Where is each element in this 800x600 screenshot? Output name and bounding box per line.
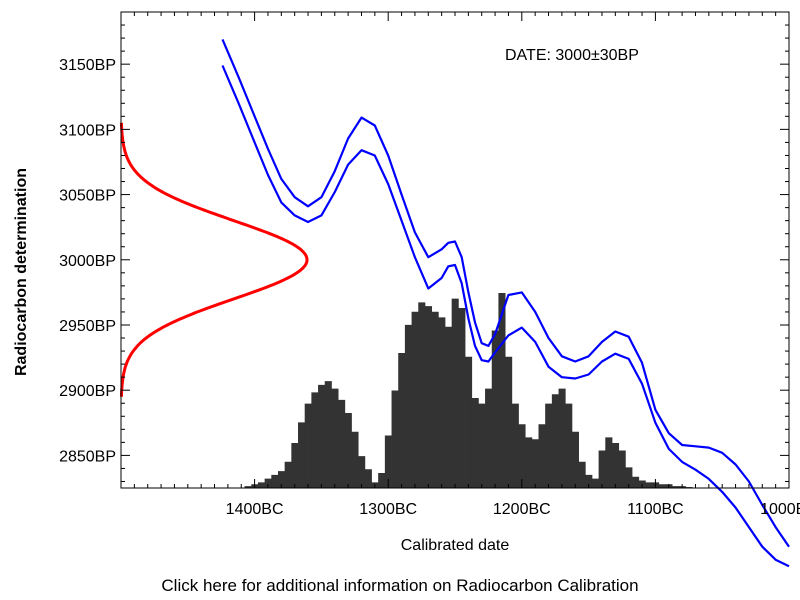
histogram-bar bbox=[605, 437, 613, 488]
calibration-curve-lower-line bbox=[221, 65, 790, 568]
x-tick-label: 1400BC bbox=[226, 501, 284, 518]
histogram-bar bbox=[538, 424, 546, 488]
y-tick-label: 3100BP bbox=[59, 122, 116, 139]
histogram-bar bbox=[598, 450, 606, 488]
histogram-bar bbox=[318, 384, 326, 488]
histogram-bar bbox=[244, 486, 252, 488]
histogram-bar bbox=[531, 439, 539, 488]
calibration-curve-upper-line bbox=[221, 38, 790, 548]
histogram-bar bbox=[498, 293, 506, 488]
histogram-bar bbox=[465, 356, 473, 488]
x-tick-label: 1300BC bbox=[359, 501, 417, 518]
histogram-bar bbox=[558, 388, 566, 488]
histogram-bar bbox=[331, 388, 339, 488]
histogram-bar bbox=[611, 443, 620, 488]
histogram-bar bbox=[444, 326, 453, 488]
histogram-bar bbox=[424, 306, 433, 488]
histogram-bar bbox=[545, 403, 553, 488]
histogram-bar bbox=[618, 450, 626, 488]
histogram-bar bbox=[511, 403, 519, 488]
histogram-bar bbox=[591, 478, 600, 488]
histogram-bar bbox=[658, 484, 666, 488]
histogram-bar bbox=[571, 431, 579, 488]
y-tick-label: 3000BP bbox=[59, 253, 116, 270]
histogram-bar bbox=[505, 356, 513, 488]
histogram-bar bbox=[431, 311, 439, 488]
histogram-bar bbox=[404, 324, 412, 488]
histogram-bar bbox=[344, 413, 352, 488]
histogram-bar bbox=[358, 456, 366, 488]
histogram-bar bbox=[485, 388, 493, 488]
histogram-bar bbox=[298, 422, 306, 488]
histogram-bar bbox=[565, 403, 573, 488]
histogram-bar bbox=[625, 467, 633, 488]
date-annotation: DATE: 3000±30BP bbox=[505, 47, 639, 64]
y-tick-label: 2900BP bbox=[59, 383, 116, 400]
calibration-curve bbox=[221, 38, 790, 568]
x-tick-label: 1100BC bbox=[627, 501, 684, 518]
x-tick-label: 1000BC bbox=[760, 501, 800, 518]
histogram-bar bbox=[338, 399, 346, 488]
histogram-bar bbox=[525, 437, 533, 488]
histogram-bar bbox=[458, 308, 466, 488]
calibrated-date-histogram bbox=[244, 293, 693, 488]
y-tick-label: 2950BP bbox=[59, 318, 116, 335]
histogram-bar bbox=[271, 474, 279, 488]
histogram-bar bbox=[471, 398, 479, 488]
histogram-bar bbox=[257, 482, 266, 488]
histogram-bar bbox=[311, 392, 319, 488]
radiocarbon-distribution bbox=[119, 122, 309, 397]
y-axis: 3150BP 3100BP 3050BP 3000BP 2950BP 2900BP 2850… bbox=[59, 11, 789, 482]
histogram-bar bbox=[284, 461, 292, 488]
histogram-bar bbox=[264, 478, 272, 488]
histogram-bar bbox=[384, 435, 392, 488]
histogram-bar bbox=[364, 469, 372, 488]
histogram-bar bbox=[378, 473, 386, 488]
histogram-bar bbox=[411, 311, 419, 488]
radiocarbon-info-link[interactable]: Click here for additional information on… bbox=[161, 576, 639, 595]
histogram-bar bbox=[645, 482, 653, 488]
x-axis-title: Calibrated date bbox=[401, 537, 510, 554]
y-tick-label: 3050BP bbox=[59, 188, 116, 205]
histogram-bar bbox=[518, 424, 526, 488]
histogram-bar bbox=[451, 298, 459, 488]
y-tick-label: 2850BP bbox=[59, 448, 116, 465]
histogram-bar bbox=[351, 431, 359, 488]
histogram-bar bbox=[578, 461, 586, 488]
y-tick-label: 3150BP bbox=[59, 57, 116, 74]
histogram-bar bbox=[398, 353, 406, 488]
histogram-bar bbox=[304, 403, 312, 488]
x-tick-label: 1200BC bbox=[493, 501, 551, 518]
histogram-bar bbox=[277, 471, 286, 488]
histogram-bar bbox=[551, 394, 559, 488]
histogram-bar bbox=[478, 403, 486, 488]
y-axis-title: Radiocarbon determination bbox=[13, 168, 30, 376]
x-axis: 1400BC 1300BC 1200BC 1100BC 1000BC bbox=[120, 12, 800, 518]
histogram-bar bbox=[632, 476, 640, 488]
histogram-bar bbox=[291, 443, 299, 488]
histogram-bar bbox=[324, 381, 332, 488]
histogram-bar bbox=[438, 317, 446, 488]
histogram-bar bbox=[491, 330, 499, 488]
histogram-bar bbox=[391, 390, 399, 488]
histogram-bar bbox=[585, 474, 593, 488]
histogram-bar bbox=[418, 302, 426, 488]
radiocarbon-gaussian-line bbox=[119, 122, 309, 397]
histogram-bar bbox=[672, 486, 680, 488]
